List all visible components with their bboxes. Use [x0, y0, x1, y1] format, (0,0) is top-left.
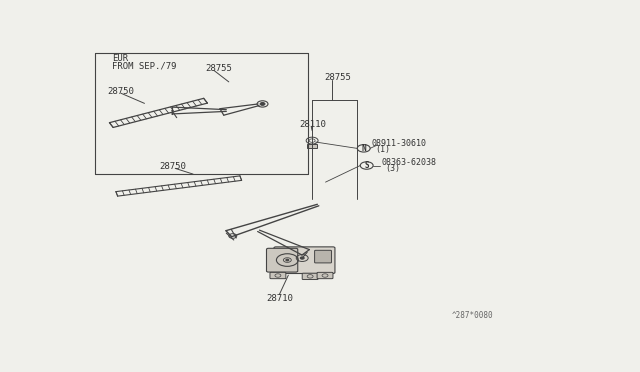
FancyBboxPatch shape: [317, 272, 333, 279]
Text: 28750: 28750: [108, 87, 134, 96]
Circle shape: [286, 259, 289, 261]
FancyBboxPatch shape: [266, 248, 298, 272]
Text: 28755: 28755: [324, 73, 351, 82]
Text: 08363-62038: 08363-62038: [381, 158, 436, 167]
Text: N: N: [362, 144, 366, 153]
Text: 28110: 28110: [300, 121, 326, 129]
Text: 08911-30610: 08911-30610: [372, 139, 427, 148]
FancyBboxPatch shape: [274, 247, 335, 273]
Text: EUR: EUR: [112, 54, 129, 64]
Circle shape: [300, 257, 304, 259]
Text: S: S: [364, 161, 369, 170]
Circle shape: [260, 103, 265, 105]
Text: (3): (3): [385, 164, 401, 173]
Text: 28750: 28750: [159, 162, 186, 171]
Text: FROM SEP./79: FROM SEP./79: [112, 62, 177, 71]
FancyBboxPatch shape: [302, 273, 318, 279]
FancyBboxPatch shape: [315, 250, 332, 263]
FancyBboxPatch shape: [270, 272, 286, 279]
Text: 28710: 28710: [266, 294, 293, 303]
Text: 28755: 28755: [205, 64, 232, 74]
Text: (1): (1): [376, 145, 390, 154]
Text: ^287*0080: ^287*0080: [452, 311, 493, 320]
Bar: [307, 144, 317, 148]
